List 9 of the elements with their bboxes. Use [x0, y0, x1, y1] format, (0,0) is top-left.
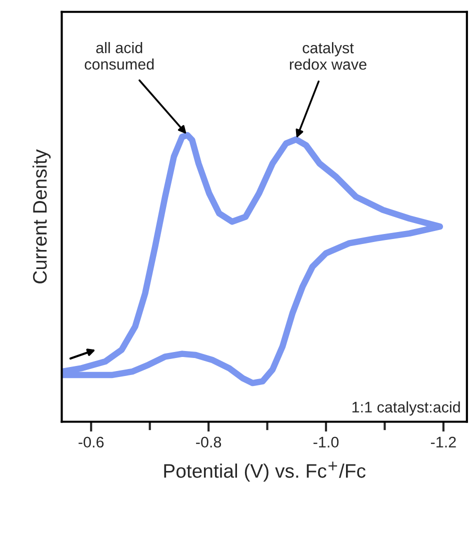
x-tick-label: -0.8	[196, 436, 222, 448]
x-axis-title: Potential (V) vs. Fc$^{+}$/Fc	[164, 462, 366, 482]
annotation: catalyst redox wave	[290, 42, 366, 70]
y-axis-title: Current Density	[32, 149, 51, 284]
x-tick-label: -0.6	[78, 436, 104, 448]
annotation: 1:1 catalyst:acid	[352, 401, 460, 416]
annotation: all acid consumed	[84, 42, 154, 70]
x-tick-label: -1.0	[314, 436, 339, 448]
x-tick-label: -1.2	[430, 436, 456, 448]
